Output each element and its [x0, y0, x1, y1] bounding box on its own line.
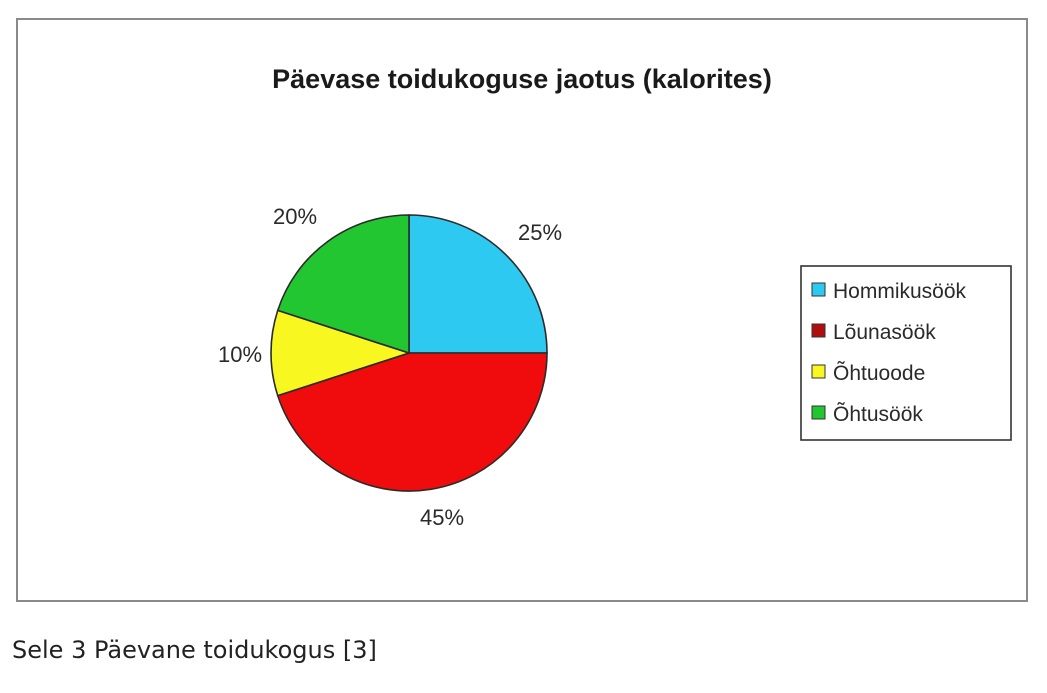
slice-label-2: 45%	[420, 505, 464, 530]
legend-label-1: Hommikusöök	[833, 280, 967, 303]
legend-label-2: Lõunasöök	[833, 321, 936, 344]
pie-slice-3	[270, 309, 412, 397]
legend-label-3: Õhtuoode	[833, 361, 925, 385]
legend: Hommikusöök Lõunasöök Õhtuoode Õhtusöök	[800, 265, 1012, 441]
legend-label-4: Õhtusöök	[833, 402, 923, 426]
pie-slices	[270, 214, 548, 492]
legend-swatch-3	[811, 364, 826, 379]
slice-label-4: 20%	[273, 204, 317, 229]
slice-labels: 25% 45% 10% 20%	[218, 204, 562, 530]
legend-swatch-2	[811, 323, 826, 338]
pie-slice-2	[276, 352, 548, 492]
legend-swatch-4	[811, 405, 826, 420]
slice-label-1: 25%	[518, 220, 562, 245]
slice-label-3: 10%	[218, 342, 262, 367]
pie-slice-4	[276, 214, 410, 355]
figure-caption: Sele 3 Päevane toidukogus [3]	[12, 636, 377, 664]
pie-slice-1	[408, 214, 548, 354]
legend-box	[800, 265, 1012, 441]
chart-title: Päevase toidukoguse jaotus (kalorites)	[272, 64, 772, 94]
legend-swatch-1	[811, 282, 826, 297]
